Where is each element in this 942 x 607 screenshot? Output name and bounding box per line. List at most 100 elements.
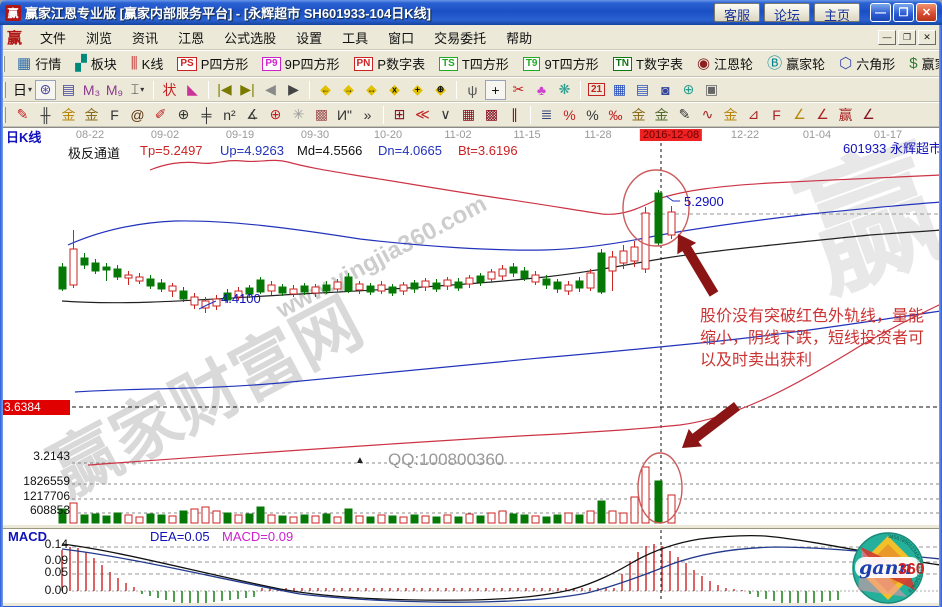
tool-price-ruler[interactable]: ╪ bbox=[196, 105, 217, 125]
tool-quote-mark[interactable]: И" bbox=[334, 105, 355, 125]
tool-win-tool[interactable]: 赢 bbox=[835, 105, 856, 125]
macd-chart-canvas[interactable] bbox=[0, 529, 942, 603]
tool-brush[interactable]: ✐ bbox=[150, 105, 171, 125]
menu-item-工具[interactable]: 工具 bbox=[342, 30, 369, 46]
tool-fib-fan[interactable]: F bbox=[766, 105, 787, 125]
tool-pencil[interactable]: ✎ bbox=[12, 105, 33, 125]
toolbar-grip[interactable] bbox=[3, 55, 5, 72]
tool-more[interactable]: » bbox=[357, 105, 378, 125]
tool-star-wheel[interactable]: ✳ bbox=[288, 105, 309, 125]
tool-n-square[interactable]: n² bbox=[219, 105, 240, 125]
tool-first-page[interactable]: |◀ bbox=[214, 80, 235, 100]
toolbar-button-t-table[interactable]: TN T数字表 bbox=[606, 52, 690, 75]
tool-grid-box[interactable]: ⊞ bbox=[389, 105, 410, 125]
tool-next[interactable]: ▶ bbox=[283, 80, 304, 100]
tool-gold-band[interactable]: 金 bbox=[720, 105, 741, 125]
customer-service-button[interactable]: 客服 bbox=[713, 3, 760, 23]
toolbar-button-p-square[interactable]: PS P四方形 bbox=[170, 52, 255, 75]
tool-expand[interactable]: ◆ + bbox=[407, 80, 428, 100]
tool-slash-lines[interactable]: ∥ bbox=[504, 105, 525, 125]
toolbar-button-winner-wheel[interactable]: Ⓑ 赢家轮 bbox=[760, 52, 832, 75]
tool-last-page[interactable]: ▶| bbox=[237, 80, 258, 100]
tool-cycle-tool[interactable]: ⌶ ▾ bbox=[127, 80, 148, 100]
tool-print[interactable]: ▣ bbox=[701, 80, 722, 100]
tool-wave-tool[interactable]: ∿ bbox=[697, 105, 718, 125]
minimize-button[interactable]: — bbox=[870, 3, 891, 22]
tool-gold-circle[interactable]: 金 bbox=[628, 105, 649, 125]
pane-splitter[interactable] bbox=[0, 524, 942, 529]
tool-notes[interactable]: ▤ bbox=[632, 80, 653, 100]
tool-banker-stamp[interactable]: 状 bbox=[159, 80, 180, 100]
tool-gann-circle[interactable]: ⊕ bbox=[265, 105, 286, 125]
tool-grid-2[interactable]: ▦ bbox=[458, 105, 479, 125]
tool-gann-fan[interactable]: ≪ bbox=[412, 105, 433, 125]
menu-item-江恩[interactable]: 江恩 bbox=[178, 30, 205, 46]
tool-save[interactable]: ◙ bbox=[655, 80, 676, 100]
tool-angle-red[interactable]: ∠ bbox=[812, 105, 833, 125]
tool-shrink[interactable]: ◆ x bbox=[384, 80, 405, 100]
tool-prev[interactable]: ◀ bbox=[260, 80, 281, 100]
mdi-close-button[interactable]: ✕ bbox=[918, 29, 936, 45]
toolbar-button-kline[interactable]: ⫼ K线 bbox=[124, 52, 171, 75]
tool-angle-dark[interactable]: ∠ bbox=[858, 105, 879, 125]
tool-pan-right[interactable]: ◆ → bbox=[338, 80, 359, 100]
tool-bars-3[interactable]: M₃ bbox=[81, 80, 102, 100]
tool-period[interactable]: 日 ▾ bbox=[12, 80, 33, 100]
menu-item-资讯[interactable]: 资讯 bbox=[132, 30, 159, 46]
toolbar-button-9t-square[interactable]: T9 9T四方形 bbox=[516, 52, 606, 75]
tool-steps[interactable]: ≣ bbox=[536, 105, 557, 125]
tool-zoom-h[interactable]: ◆ ↔ bbox=[361, 80, 382, 100]
tool-permille[interactable]: ‰ bbox=[605, 105, 626, 125]
mdi-minimize-button[interactable]: — bbox=[878, 29, 896, 45]
tool-mark-tool[interactable]: ♣ bbox=[531, 80, 552, 100]
tool-angle-tri[interactable]: ⊿ bbox=[743, 105, 764, 125]
menu-item-公式选股[interactable]: 公式选股 bbox=[224, 30, 277, 46]
toolbar-grip[interactable] bbox=[3, 106, 6, 123]
menu-item-浏览[interactable]: 浏览 bbox=[86, 30, 113, 46]
tool-angle-gold[interactable]: ∠ bbox=[789, 105, 810, 125]
menu-item-设置[interactable]: 设置 bbox=[296, 30, 323, 46]
menu-item-帮助[interactable]: 帮助 bbox=[506, 30, 533, 46]
tool-percent-2[interactable]: % bbox=[582, 105, 603, 125]
tool-gold-ratio-1[interactable]: 金 bbox=[58, 105, 79, 125]
tool-fibonacci[interactable]: F bbox=[104, 105, 125, 125]
toolbar-button-quotes[interactable]: ▦ 行情 bbox=[10, 52, 68, 75]
tool-fit-all[interactable]: ◆ ⊕ bbox=[430, 80, 451, 100]
tool-erase-tool[interactable]: ✂ bbox=[508, 80, 529, 100]
homepage-button[interactable]: 主页 bbox=[813, 3, 860, 23]
menu-item-窗口[interactable]: 窗口 bbox=[388, 30, 415, 46]
toolbar-button-winner-service[interactable]: $赢家服务 bbox=[902, 52, 942, 75]
tool-calculator[interactable]: ▦ bbox=[609, 80, 630, 100]
tool-cloud-tool[interactable]: ❋ bbox=[554, 80, 575, 100]
tool-ink-brush[interactable]: ✎ bbox=[674, 105, 695, 125]
tool-gann-knot[interactable]: ⊛ bbox=[35, 79, 56, 100]
toolbar-button-t-square[interactable]: TS T四方形 bbox=[432, 52, 516, 75]
tool-calendar[interactable]: 21 bbox=[586, 80, 607, 100]
toolbar-button-gann-wheel[interactable]: ◉ 江恩轮 bbox=[690, 52, 760, 75]
toolbar-button-hexagon[interactable]: ⬡ 六角形 bbox=[832, 52, 902, 75]
tool-v-lines[interactable]: ∨ bbox=[435, 105, 456, 125]
toolbar-button-9p-square[interactable]: P9 9P四方形 bbox=[255, 52, 346, 75]
toolbar-button-sectors[interactable]: ▞ 板块 bbox=[68, 52, 124, 75]
tool-cycle-circle[interactable]: ⊕ bbox=[173, 105, 194, 125]
menu-item-交易委托[interactable]: 交易委托 bbox=[434, 30, 487, 46]
tool-share[interactable]: ⊕ bbox=[678, 80, 699, 100]
tool-hand-tool[interactable]: ψ bbox=[462, 80, 483, 100]
tool-bars-9[interactable]: M₉ bbox=[104, 80, 125, 100]
tool-pan-left[interactable]: ◆ ← bbox=[315, 80, 336, 100]
tool-gold-ratio-2[interactable]: 金 bbox=[81, 105, 102, 125]
tool-crosshair[interactable]: + bbox=[485, 79, 506, 100]
maximize-button[interactable]: ❐ bbox=[893, 3, 914, 22]
tool-detail-list[interactable]: ▤ bbox=[58, 80, 79, 100]
tool-grid-3[interactable]: ▩ bbox=[481, 105, 502, 125]
close-button[interactable]: ✕ bbox=[916, 3, 937, 22]
kline-chart-canvas[interactable] bbox=[0, 128, 942, 524]
tool-time-ruler[interactable]: ╫ bbox=[35, 105, 56, 125]
tool-color-chart[interactable]: ◣ bbox=[182, 80, 203, 100]
tool-percent-line[interactable]: % bbox=[559, 105, 580, 125]
titlebar[interactable]: 赢 赢家江恩专业版 [赢家内部服务平台] - [永辉超市 SH601933-10… bbox=[0, 0, 942, 25]
menu-item-文件[interactable]: 文件 bbox=[40, 30, 67, 46]
tool-spiral[interactable]: @ bbox=[127, 105, 148, 125]
mdi-restore-button[interactable]: ❐ bbox=[898, 29, 916, 45]
tool-angle-mirror[interactable]: ∡ bbox=[242, 105, 263, 125]
